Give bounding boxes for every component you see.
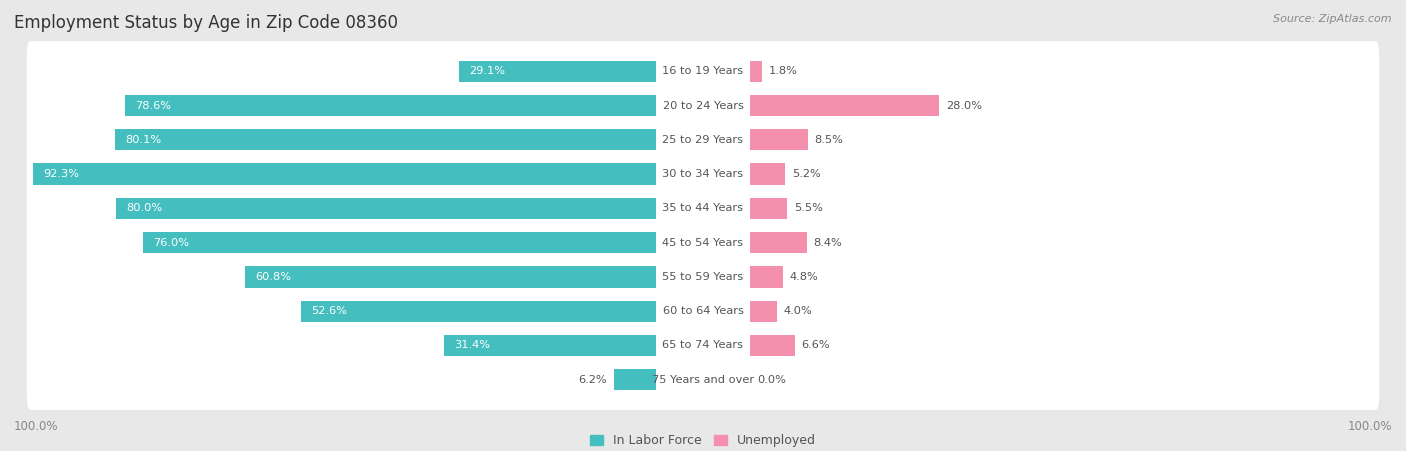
Text: 31.4%: 31.4% (454, 341, 489, 350)
FancyBboxPatch shape (27, 110, 1379, 170)
Bar (444, 335, 655, 356)
FancyBboxPatch shape (27, 178, 1379, 239)
Bar (115, 198, 655, 219)
Bar (751, 300, 778, 322)
Text: 29.1%: 29.1% (470, 66, 506, 76)
Text: 16 to 19 Years: 16 to 19 Years (662, 66, 744, 76)
FancyBboxPatch shape (27, 281, 1379, 341)
Text: 45 to 54 Years: 45 to 54 Years (662, 238, 744, 248)
Text: 80.1%: 80.1% (125, 135, 162, 145)
Bar (614, 369, 655, 391)
Text: 55 to 59 Years: 55 to 59 Years (662, 272, 744, 282)
Text: 75 Years and over: 75 Years and over (652, 375, 754, 385)
Bar (751, 198, 787, 219)
FancyBboxPatch shape (27, 350, 1379, 410)
Text: 92.3%: 92.3% (44, 169, 79, 179)
FancyBboxPatch shape (27, 41, 1379, 101)
Text: 8.5%: 8.5% (814, 135, 844, 145)
Bar (460, 60, 655, 82)
Text: 28.0%: 28.0% (946, 101, 981, 110)
Bar (125, 95, 655, 116)
Bar (751, 335, 794, 356)
FancyBboxPatch shape (27, 144, 1379, 204)
Text: 6.2%: 6.2% (578, 375, 607, 385)
Text: Source: ZipAtlas.com: Source: ZipAtlas.com (1274, 14, 1392, 23)
Bar (115, 129, 655, 151)
FancyBboxPatch shape (27, 75, 1379, 136)
Legend: In Labor Force, Unemployed: In Labor Force, Unemployed (585, 429, 821, 451)
Text: 25 to 29 Years: 25 to 29 Years (662, 135, 744, 145)
Text: 8.4%: 8.4% (814, 238, 842, 248)
Bar (751, 129, 807, 151)
FancyBboxPatch shape (27, 247, 1379, 307)
Text: 52.6%: 52.6% (311, 306, 347, 316)
Text: 5.2%: 5.2% (792, 169, 821, 179)
Text: 78.6%: 78.6% (135, 101, 172, 110)
Bar (32, 163, 655, 185)
Text: 65 to 74 Years: 65 to 74 Years (662, 341, 744, 350)
Bar (751, 163, 786, 185)
Text: 35 to 44 Years: 35 to 44 Years (662, 203, 744, 213)
Text: 80.0%: 80.0% (127, 203, 162, 213)
FancyBboxPatch shape (27, 315, 1379, 376)
Text: 100.0%: 100.0% (14, 420, 59, 433)
Text: 60.8%: 60.8% (256, 272, 291, 282)
Bar (751, 266, 783, 288)
Bar (751, 60, 762, 82)
Bar (751, 95, 939, 116)
Bar (301, 300, 655, 322)
Text: 20 to 24 Years: 20 to 24 Years (662, 101, 744, 110)
Text: 100.0%: 100.0% (1347, 420, 1392, 433)
Bar (751, 232, 807, 253)
Text: 5.5%: 5.5% (794, 203, 823, 213)
Text: 30 to 34 Years: 30 to 34 Years (662, 169, 744, 179)
Text: 76.0%: 76.0% (153, 238, 188, 248)
Text: 4.0%: 4.0% (785, 306, 813, 316)
Bar (143, 232, 655, 253)
Text: Employment Status by Age in Zip Code 08360: Employment Status by Age in Zip Code 083… (14, 14, 398, 32)
Text: 0.0%: 0.0% (756, 375, 786, 385)
FancyBboxPatch shape (27, 212, 1379, 273)
Text: 4.8%: 4.8% (789, 272, 818, 282)
Text: 6.6%: 6.6% (801, 341, 830, 350)
Text: 60 to 64 Years: 60 to 64 Years (662, 306, 744, 316)
Text: 1.8%: 1.8% (769, 66, 799, 76)
Bar (246, 266, 655, 288)
